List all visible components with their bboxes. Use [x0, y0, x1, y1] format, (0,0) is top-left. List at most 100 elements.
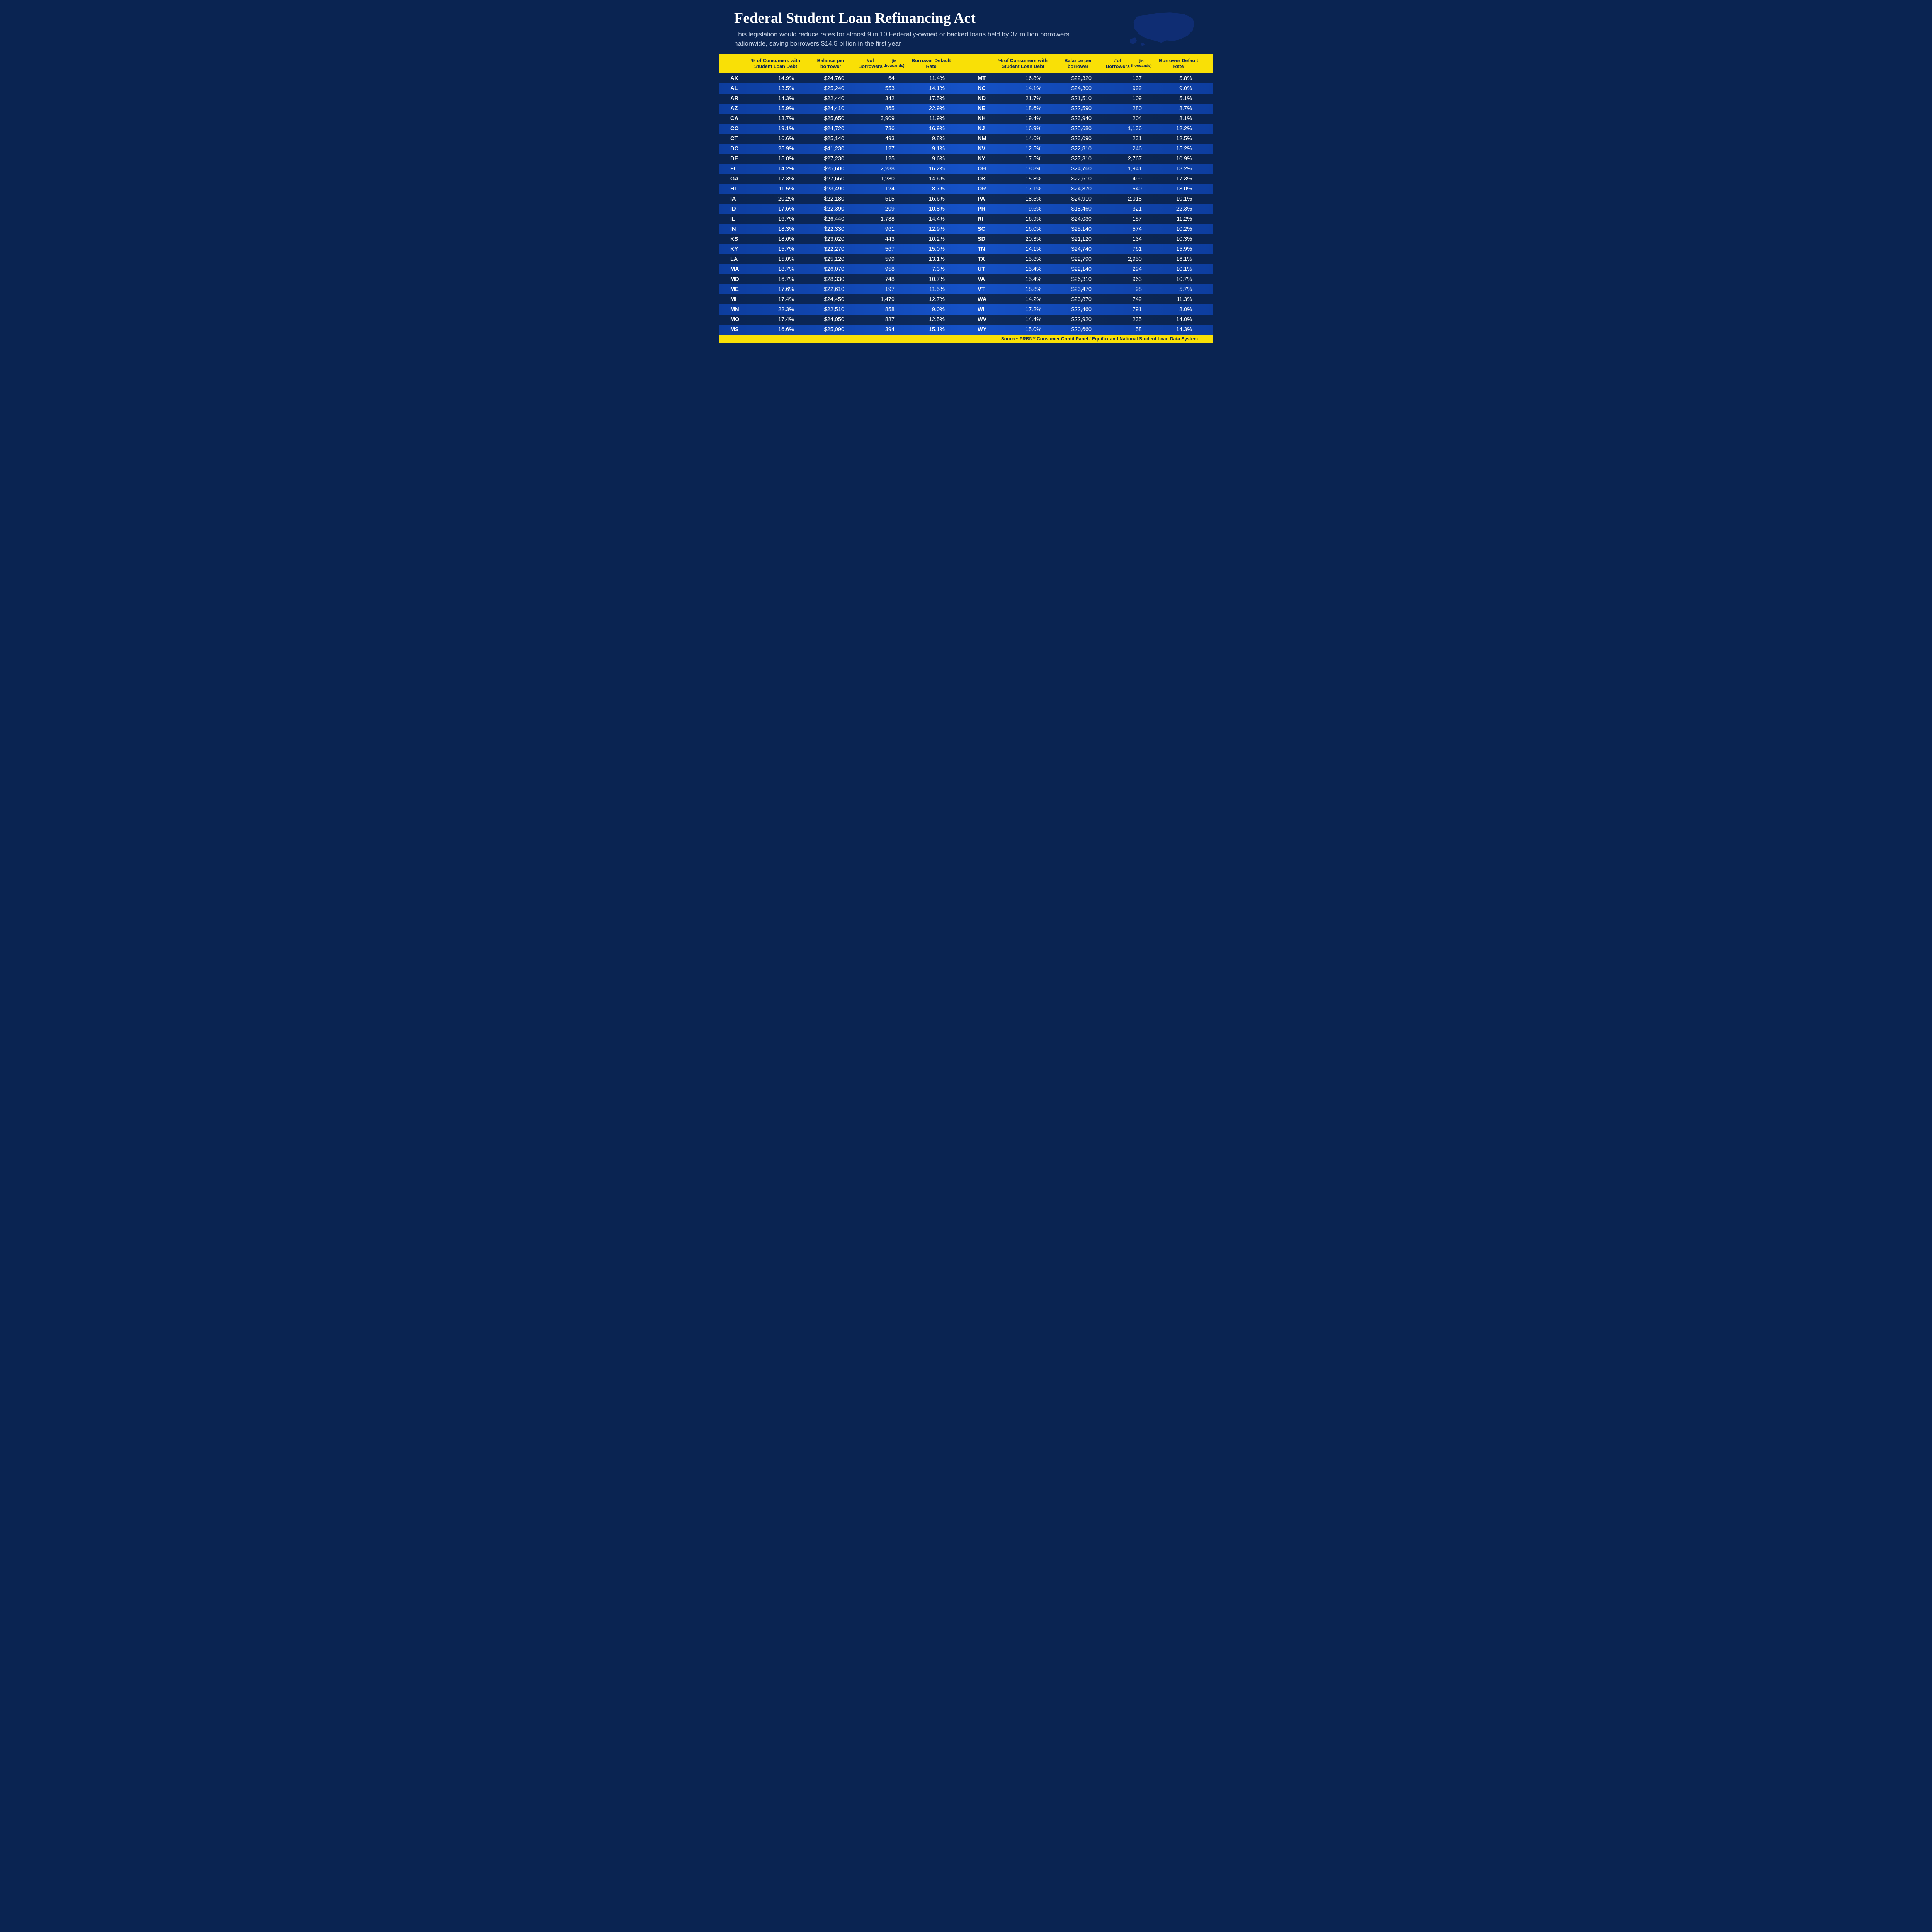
cell-state: MT	[966, 73, 993, 83]
cell-def: 10.2%	[906, 234, 956, 244]
table-row: KS18.6%$23,62044310.2%SD20.3%$21,1201341…	[719, 234, 1213, 244]
cell-bal: $25,140	[806, 134, 856, 144]
cell-pct: 18.8%	[993, 164, 1053, 174]
cell-state: NY	[966, 154, 993, 164]
col-header-pct: % of Consumers with Student Loan Debt	[746, 57, 806, 70]
cell-def: 12.2%	[1153, 124, 1204, 134]
cell-brw: 999	[1103, 83, 1153, 94]
cell-brw: 493	[856, 134, 906, 144]
cell-def: 13.0%	[1153, 184, 1204, 194]
cell-bal: $22,320	[1053, 73, 1103, 83]
table-row: MO17.4%$24,05088712.5%WV14.4%$22,9202351…	[719, 315, 1213, 325]
cell-pct: 15.4%	[993, 274, 1053, 284]
cell-brw: 887	[856, 315, 906, 325]
cell-brw: 127	[856, 144, 906, 154]
cell-def: 5.8%	[1153, 73, 1204, 83]
cell-def: 9.0%	[1153, 83, 1204, 94]
cell-pct: 13.5%	[746, 83, 806, 94]
cell-def: 8.7%	[906, 184, 956, 194]
cell-state: TX	[966, 254, 993, 264]
cell-brw: 748	[856, 274, 906, 284]
cell-brw: 1,941	[1103, 164, 1153, 174]
table-row: ME17.6%$22,61019711.5%VT18.8%$23,470985.…	[719, 284, 1213, 294]
cell-bal: $24,300	[1053, 83, 1103, 94]
cell-brw: 761	[1103, 244, 1153, 254]
cell-def: 15.9%	[1153, 244, 1204, 254]
cell-bal: $21,120	[1053, 234, 1103, 244]
cell-state: OH	[966, 164, 993, 174]
cell-pct: 15.0%	[746, 254, 806, 264]
cell-def: 9.8%	[906, 134, 956, 144]
cell-state: NV	[966, 144, 993, 154]
cell-brw: 2,238	[856, 164, 906, 174]
table-row: MA18.7%$26,0709587.3%UT15.4%$22,14029410…	[719, 264, 1213, 274]
cell-pct: 9.6%	[993, 204, 1053, 214]
cell-pct: 16.9%	[993, 124, 1053, 134]
cell-def: 8.1%	[1153, 114, 1204, 124]
data-table: % of Consumers with Student Loan Debt Ba…	[719, 54, 1213, 343]
cell-bal: $22,270	[806, 244, 856, 254]
cell-pct: 18.3%	[746, 224, 806, 234]
cell-state: MS	[719, 325, 746, 335]
cell-pct: 16.7%	[746, 274, 806, 284]
cell-pct: 14.3%	[746, 94, 806, 104]
cell-bal: $22,180	[806, 194, 856, 204]
cell-def: 13.2%	[1153, 164, 1204, 174]
cell-pct: 14.1%	[993, 83, 1053, 94]
cell-brw: 2,950	[1103, 254, 1153, 264]
col-header-state	[719, 57, 746, 70]
cell-state: NH	[966, 114, 993, 124]
cell-pct: 18.8%	[993, 284, 1053, 294]
cell-brw: 515	[856, 194, 906, 204]
cell-bal: $22,460	[1053, 304, 1103, 315]
cell-state: IA	[719, 194, 746, 204]
cell-def: 12.5%	[906, 315, 956, 325]
cell-def: 14.0%	[1153, 315, 1204, 325]
cell-brw: 553	[856, 83, 906, 94]
cell-brw: 394	[856, 325, 906, 335]
table-row: DE15.0%$27,2301259.6%NY17.5%$27,3102,767…	[719, 154, 1213, 164]
cell-def: 12.7%	[906, 294, 956, 304]
col-header-def: Borrower Default Rate	[906, 57, 956, 70]
cell-def: 9.0%	[906, 304, 956, 315]
cell-pct: 16.6%	[746, 134, 806, 144]
cell-pct: 18.5%	[993, 194, 1053, 204]
cell-state: WV	[966, 315, 993, 325]
cell-state: MA	[719, 264, 746, 274]
cell-bal: $24,760	[806, 73, 856, 83]
cell-def: 10.1%	[1153, 264, 1204, 274]
cell-pct: 19.1%	[746, 124, 806, 134]
cell-bal: $22,810	[1053, 144, 1103, 154]
cell-def: 8.0%	[1153, 304, 1204, 315]
cell-bal: $22,390	[806, 204, 856, 214]
cell-brw: 499	[1103, 174, 1153, 184]
cell-state: AR	[719, 94, 746, 104]
cell-def: 14.4%	[906, 214, 956, 224]
cell-bal: $23,620	[806, 234, 856, 244]
table-row: AR14.3%$22,44034217.5%ND21.7%$21,5101095…	[719, 94, 1213, 104]
cell-pct: 20.2%	[746, 194, 806, 204]
cell-bal: $26,440	[806, 214, 856, 224]
cell-state: DE	[719, 154, 746, 164]
cell-pct: 16.6%	[746, 325, 806, 335]
cell-bal: $25,090	[806, 325, 856, 335]
cell-brw: 858	[856, 304, 906, 315]
cell-brw: 294	[1103, 264, 1153, 274]
cell-def: 17.5%	[906, 94, 956, 104]
cell-bal: $27,660	[806, 174, 856, 184]
cell-bal: $24,760	[1053, 164, 1103, 174]
cell-bal: $24,410	[806, 104, 856, 114]
cell-state: PA	[966, 194, 993, 204]
cell-pct: 12.5%	[993, 144, 1053, 154]
col-header-brw: #of Borrowers(in thousands)	[856, 57, 906, 70]
cell-state: VA	[966, 274, 993, 284]
cell-bal: $23,870	[1053, 294, 1103, 304]
cell-bal: $24,050	[806, 315, 856, 325]
cell-def: 22.9%	[906, 104, 956, 114]
cell-pct: 17.4%	[746, 315, 806, 325]
cell-bal: $24,030	[1053, 214, 1103, 224]
header: Federal Student Loan Refinancing Act Thi…	[719, 0, 1213, 54]
cell-def: 14.6%	[906, 174, 956, 184]
cell-pct: 18.7%	[746, 264, 806, 274]
col-header-def: Borrower Default Rate	[1153, 57, 1204, 70]
